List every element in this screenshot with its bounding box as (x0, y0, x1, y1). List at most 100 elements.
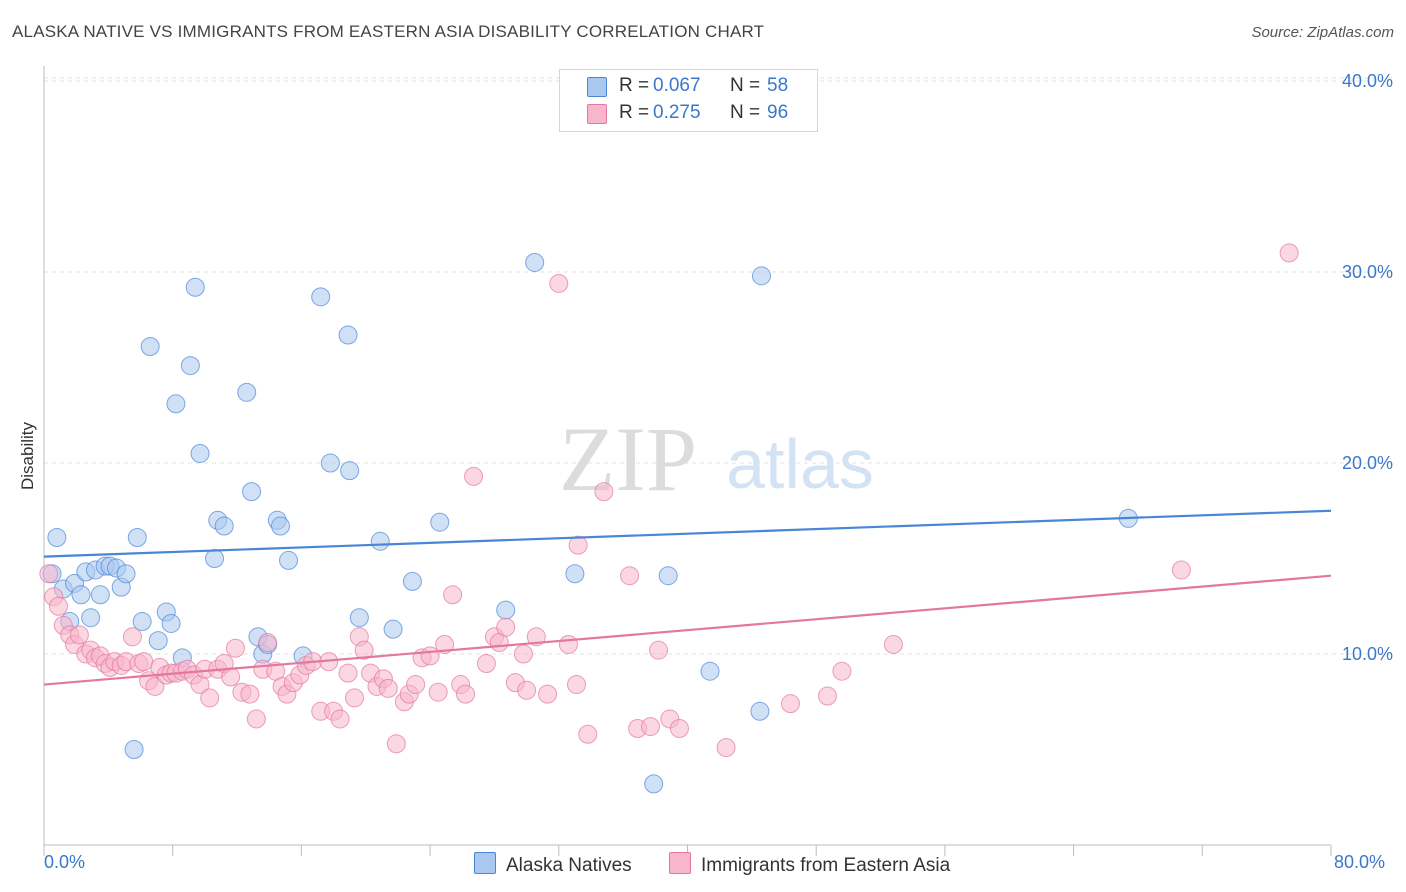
correlation-legend: R = 0.067 N = 58 R = 0.275 N = 96 (559, 69, 818, 132)
alaska-native-point (214, 516, 234, 536)
eastern-asia-point (513, 644, 533, 664)
eastern-asia-point (145, 676, 165, 696)
eastern-asia-point (578, 724, 598, 744)
eastern-asia-point (134, 652, 154, 672)
alaska-native-point (205, 549, 225, 568)
alaska-native-trendline (43, 509, 1332, 558)
eastern-asia-point (1171, 560, 1191, 580)
eastern-asia-point (566, 675, 586, 695)
alaska-native-point (90, 585, 110, 605)
eastern-asia-point (428, 682, 448, 702)
alaska-native-point (161, 613, 181, 633)
alaska-native-point (81, 608, 101, 628)
eastern-asia-point (258, 633, 278, 653)
eastern-asia-point (338, 663, 358, 683)
alaska-native-point (127, 527, 147, 547)
alaska-native-point (237, 382, 257, 402)
legend-row-eastern-asia: R = 0.275 N = 96 (560, 101, 817, 127)
x-min-label: 0.0% (44, 852, 86, 872)
alaska-native-point (166, 394, 186, 414)
legend-n-label: N = (730, 75, 761, 96)
eastern-asia-point (832, 661, 852, 681)
source-label: Source: ZipAtlas.com (1251, 24, 1394, 41)
eastern-asia-point (558, 634, 578, 654)
legend-n-label: N = (730, 102, 761, 123)
legend-r-value: 0.067 (653, 75, 701, 96)
eastern-asia-point (464, 466, 484, 486)
alaska-native-point (320, 453, 340, 473)
alaska-native-point (349, 608, 369, 628)
y-tick-label: 30.0% (1342, 262, 1393, 282)
eastern-asia-trendline (43, 574, 1332, 686)
eastern-asia-point (69, 625, 89, 645)
y-tick-label: 20.0% (1342, 453, 1393, 473)
eastern-asia-point (39, 564, 59, 584)
watermark-atlas: atlas (726, 425, 874, 503)
eastern-asia-point (330, 709, 350, 729)
alaska-native-point (180, 356, 200, 376)
alaska-native-point (700, 661, 720, 681)
alaska-native-point (279, 550, 299, 570)
y-axis-title: Disability (18, 421, 37, 491)
bottom-legend-swatch-eastern-asia (669, 852, 691, 874)
alaska-native-point (242, 482, 262, 502)
watermark: ZIP atlas (559, 408, 874, 510)
legend-n-value: 96 (767, 102, 789, 123)
eastern-asia-point (476, 654, 496, 674)
alaska-native-point (47, 527, 67, 547)
eastern-asia-point (1279, 243, 1299, 263)
eastern-asia-point (225, 638, 245, 658)
eastern-asia-point (549, 273, 569, 293)
chart-title: ALASKA NATIVE VS IMMIGRANTS FROM EASTERN… (12, 22, 765, 41)
y-tick-label: 40.0% (1342, 71, 1393, 91)
alaska-native-point (71, 585, 91, 605)
eastern-asia-point (354, 640, 374, 660)
alaska-native-point (270, 516, 290, 536)
bottom-legend-eastern-asia: Immigrants from Eastern Asia (669, 852, 950, 877)
legend-swatch-alaska (587, 77, 607, 97)
eastern-asia-point (780, 694, 800, 714)
watermark-zip: ZIP (559, 408, 697, 510)
alaska-native-point (340, 461, 360, 481)
eastern-asia-point (669, 718, 689, 738)
eastern-asia-point (386, 734, 406, 754)
alaska-native-point (148, 631, 168, 651)
alaska-native-point (644, 774, 664, 794)
eastern-asia-point (649, 640, 669, 660)
alaska-native-point (565, 564, 585, 584)
alaska-native-point (370, 531, 390, 551)
eastern-asia-point (406, 675, 426, 695)
alaska-native-point (402, 571, 422, 591)
eastern-asia-point (526, 627, 546, 647)
alaska-native-point (116, 564, 136, 584)
eastern-asia-point (620, 566, 640, 586)
eastern-asia-point (200, 688, 220, 708)
legend-swatch-eastern-asia (587, 104, 607, 124)
alaska-native-point (752, 266, 772, 286)
alaska-native-point (658, 566, 678, 586)
legend-r-label: R = (619, 75, 650, 96)
eastern-asia-point (496, 617, 516, 637)
alaska-native-point (140, 336, 160, 356)
eastern-asia-point (435, 634, 455, 654)
eastern-asia-point (817, 686, 837, 706)
alaska-native-point (750, 701, 770, 721)
y-tick-label: 10.0% (1342, 644, 1393, 664)
legend-n-value: 58 (767, 75, 789, 96)
bottom-legend-label-alaska: Alaska Natives (506, 855, 632, 876)
trend-layer (43, 509, 1332, 686)
axis-layer (43, 66, 1332, 856)
alaska-native-point (496, 600, 516, 620)
eastern-asia-point (517, 680, 537, 700)
bottom-legend-label-eastern-asia: Immigrants from Eastern Asia (701, 855, 951, 876)
eastern-asia-point (48, 596, 68, 616)
legend-r-value: 0.275 (653, 102, 701, 123)
legend-r-label: R = (619, 102, 650, 123)
alaska-native-point (338, 325, 358, 345)
eastern-asia-point (122, 627, 142, 647)
eastern-asia-point (883, 634, 903, 654)
eastern-asia-point (378, 678, 398, 698)
eastern-asia-point (420, 646, 440, 666)
eastern-asia-point (538, 684, 558, 704)
